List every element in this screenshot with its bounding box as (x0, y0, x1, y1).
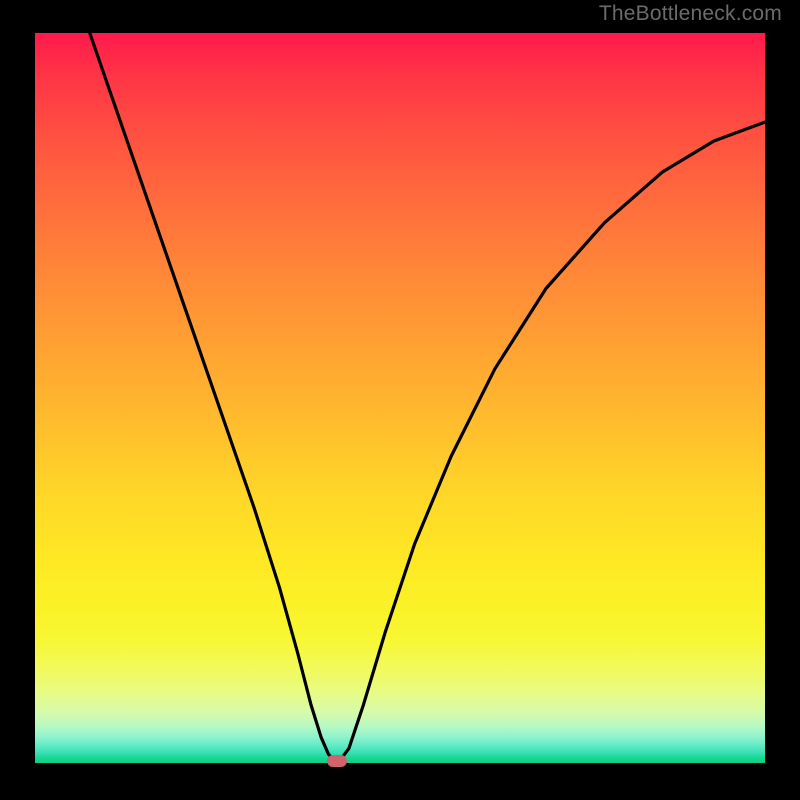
watermark-text: TheBottleneck.com (599, 2, 782, 26)
frame-background: TheBottleneck.com (0, 0, 800, 800)
plot-area (35, 33, 765, 763)
minimum-marker (327, 755, 347, 767)
curve-svg (35, 33, 765, 763)
bottleneck-curve (90, 33, 765, 760)
